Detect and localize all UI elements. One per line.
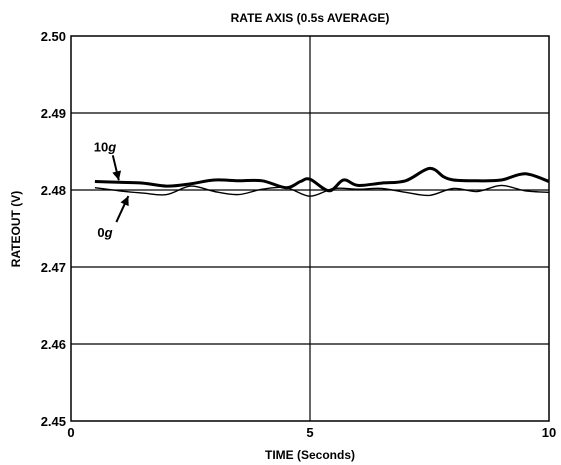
y-tick-label: 2.45 — [41, 414, 66, 429]
x-tick-label: 0 — [67, 425, 74, 440]
label-10g: 10g — [94, 139, 116, 154]
label-0g: 0g — [97, 225, 112, 240]
tick-labels: 2.45 2.46 2.47 2.48 2.49 2.50 0 5 10 — [41, 29, 557, 440]
y-tick-label: 2.49 — [41, 106, 66, 121]
x-tick-label: 10 — [542, 425, 556, 440]
x-axis-title: TIME (Seconds) — [265, 448, 355, 462]
series-layer — [94, 166, 550, 197]
chart-title: RATE AXIS (0.5s AVERAGE) — [231, 11, 390, 25]
x-tick-label: 5 — [306, 425, 313, 440]
y-tick-label: 2.48 — [41, 183, 66, 198]
y-axis-title: RATEOUT (V) — [9, 191, 23, 267]
plot-frame — [70, 35, 550, 422]
arrow-10g — [111, 155, 122, 181]
series-line-0 — [94, 166, 550, 193]
arrow-0g — [115, 195, 130, 223]
grid-lines — [71, 36, 549, 421]
y-tick-label: 2.46 — [41, 337, 66, 352]
y-tick-label: 2.47 — [41, 260, 66, 275]
series-line-1 — [94, 184, 550, 197]
y-tick-label: 2.50 — [41, 29, 66, 44]
annotations: 10g 0g — [94, 139, 130, 240]
